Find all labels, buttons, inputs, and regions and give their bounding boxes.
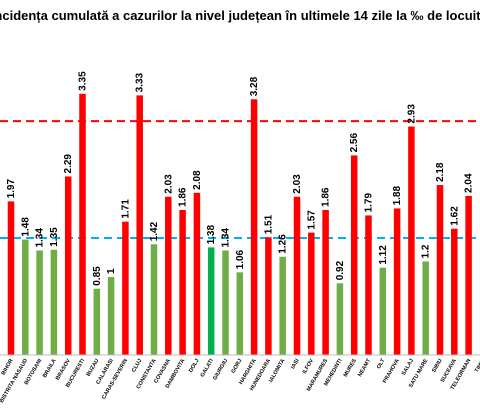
category-label: OLT: [376, 357, 387, 370]
bar-value-label: 3.28: [249, 76, 260, 96]
bar: [250, 99, 258, 356]
category-label: DOLJ: [188, 358, 201, 374]
category-label: GORJ: [231, 358, 244, 375]
bar: [7, 201, 15, 355]
category-label: GALATI: [200, 358, 215, 379]
bar: [122, 221, 129, 355]
bar-value-label: 1.35: [49, 227, 60, 247]
bar: [64, 176, 72, 355]
category-label: IASI: [290, 358, 301, 371]
bar-value-label: 2.04: [464, 173, 475, 193]
bar: [365, 215, 372, 355]
bar: [293, 196, 301, 355]
bar: [150, 244, 158, 355]
bar: [465, 195, 472, 355]
bar: [222, 250, 229, 355]
bar: [379, 267, 387, 355]
bar: [336, 283, 344, 355]
category-label: ILFOV: [302, 358, 315, 375]
bar-value-label: 2.03: [163, 174, 174, 194]
bar: [308, 232, 315, 355]
bar-value-label: 0.92: [335, 260, 346, 280]
bar: [193, 192, 201, 355]
bar-value-label: 2.93: [406, 104, 417, 124]
category-label: BUZAU: [86, 358, 101, 378]
bar-value-label: 1.71: [120, 199, 131, 219]
bar-value-label: 2.29: [63, 154, 74, 174]
category-label: MURES: [343, 358, 358, 378]
bar: [22, 239, 29, 355]
bar-value-label: 3.33: [135, 72, 146, 92]
bar-value-label: 2.18: [435, 162, 446, 182]
category-label: NEAMT: [357, 357, 372, 377]
bar-value-label: 1.48: [20, 217, 31, 237]
category-label: BIHOR: [1, 358, 15, 376]
bar-value-label: 2.03: [292, 174, 303, 194]
bar: [350, 155, 358, 355]
bar: [136, 95, 143, 356]
bar-value-label: 1.26: [278, 234, 289, 254]
bar: [236, 272, 244, 355]
bar-value-label: 1.2: [421, 244, 432, 258]
bar: [50, 249, 58, 355]
bar: [322, 209, 329, 355]
bar: [107, 277, 115, 355]
bar: [279, 256, 286, 355]
bar-value-label: 1.34: [221, 228, 232, 248]
category-label: GIURGIU: [212, 358, 229, 381]
bar: [422, 261, 429, 355]
bar-value-label: 1.42: [149, 221, 160, 241]
bar: [93, 288, 101, 355]
bar-value-label: 1.79: [364, 193, 375, 213]
bar: [79, 93, 86, 355]
bar-value-label: 1.86: [321, 187, 332, 207]
category-label: SIBIU: [431, 358, 444, 374]
bar-value-label: 1.12: [378, 245, 389, 265]
bar: [179, 209, 186, 355]
bar: [393, 208, 401, 355]
reference-lines: [0, 120, 480, 240]
bars-group: [7, 93, 472, 356]
bar-value-label: 1.86: [178, 187, 189, 207]
bar: [451, 228, 458, 355]
bar-value-label: 1.62: [449, 206, 460, 226]
bar-value-label: 1.57: [306, 210, 317, 230]
bar-value-label: 1.88: [392, 186, 403, 206]
category-label: SALAJ: [401, 358, 415, 377]
bar-value-label: 2.08: [192, 170, 203, 190]
bar-value-label: 1.38: [206, 225, 217, 245]
category-label: TIMIS: [474, 358, 480, 374]
chart-title: incidența cumulată a cazurilor la nivel …: [0, 8, 480, 23]
bar: [207, 247, 215, 355]
bar: [36, 250, 43, 355]
bar: [408, 126, 415, 355]
bar-value-label: 1: [106, 268, 117, 274]
bar: [265, 237, 272, 355]
bar-value-label: 0.85: [92, 266, 103, 286]
bar-value-label: 1.06: [235, 249, 246, 269]
bar-value-label: 1.34: [35, 228, 46, 248]
bar-value-label: 1.97: [6, 179, 17, 199]
bar-value-label: 3.35: [78, 71, 89, 91]
value-labels-group: 1.971.481.34 1.352.293.350.85 11.713.331.4…: [6, 71, 475, 286]
bar: [165, 196, 172, 355]
category-label: CLUJ: [131, 358, 143, 373]
bar: [436, 185, 444, 355]
bar-value-label: 1.51: [263, 214, 274, 234]
bar-value-label: 2.56: [349, 133, 360, 153]
